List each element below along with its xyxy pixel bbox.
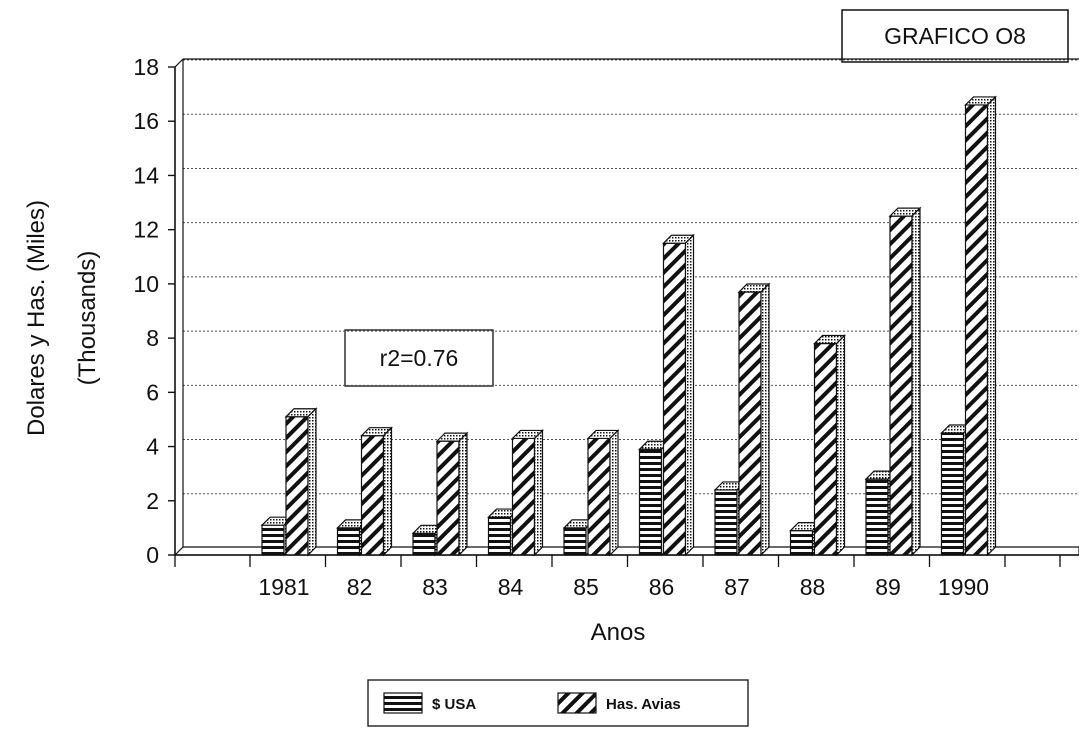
bar-side [911,206,921,557]
y-tick-label: 6 [146,379,159,405]
bar-front [738,291,762,556]
bar-front [285,416,309,556]
bar-front [487,516,512,556]
y-tick-label: 8 [146,325,159,351]
x-tick-label: 1990 [938,574,989,600]
legend: $ USA Has. Avias [367,679,749,727]
bar [964,95,997,557]
bar-side [533,428,544,557]
bar [586,428,620,557]
title-box [841,9,1069,63]
x-tick-label: 89 [875,574,901,600]
x-tick-label: 84 [498,574,524,600]
legend-label: $ USA [432,696,476,713]
bar [284,407,318,557]
bar-front [940,432,965,556]
bar-front [789,529,814,556]
x-tick-label: 88 [800,574,826,600]
annotation-text: r2=0.76 [380,345,459,371]
legend-label: Has. Avias [606,696,681,713]
bar [435,431,469,557]
bar [662,233,695,557]
bar-side [609,428,619,557]
y-tick-label: 18 [133,54,159,80]
x-tick-label: 82 [347,574,373,600]
legend-swatch [557,692,597,714]
legend-swatch [383,692,423,714]
bar-front [412,532,436,556]
bar-side [382,426,393,557]
y-tick-label: 4 [146,434,159,460]
bar-front [563,527,587,556]
x-tick-label: 83 [422,574,448,600]
y-tick-label: 0 [146,542,159,568]
y-tick-label: 12 [133,217,159,243]
x-axis-title: Anos [591,619,646,646]
y-tick-label: 14 [133,162,159,188]
bar [360,426,393,557]
bar-front [714,489,738,556]
bar-front [865,478,889,556]
bar-front [336,527,361,556]
y-tick-label: 16 [133,108,159,134]
x-tick-label: 87 [724,574,750,600]
x-tick-label: 86 [649,574,675,600]
bar-front [638,448,663,556]
x-tick-label: 1981 [258,574,309,600]
bar-front [964,104,989,556]
bar-front [511,437,536,556]
bar [888,206,922,557]
grid-layer [173,58,1079,556]
bar [813,334,846,557]
bar-side [760,282,770,557]
bar-front [436,440,460,556]
bar-front [261,524,285,556]
bar-side [835,334,846,557]
y-axis-top-edge [174,58,184,68]
bar [737,282,771,557]
bar-front [813,342,838,556]
bar-side [684,233,695,557]
bar-front [889,215,913,556]
bar [511,428,544,557]
x-tick-label: 85 [573,574,599,600]
bar-side [986,95,997,557]
y-axis-title-2: (Thousands) [74,251,101,386]
bar-front [587,437,611,556]
y-tick-label: 2 [146,488,159,514]
annotation-box [344,329,494,387]
bars-layer [260,95,997,557]
bar-front [662,242,687,556]
axis-layer: 0 2 4 6 8 10 12 14 16 18 1981 82 83 84 85 86 87 88 89 1990 [133,54,1079,600]
bar-front [360,435,385,556]
bar-side [307,407,317,557]
chart-title: GRAFICO O8 [884,23,1026,49]
bar-side [458,431,468,557]
y-axis-title: Dolares y Has. (Miles) [23,200,50,436]
y-tick-label: 10 [133,271,159,297]
